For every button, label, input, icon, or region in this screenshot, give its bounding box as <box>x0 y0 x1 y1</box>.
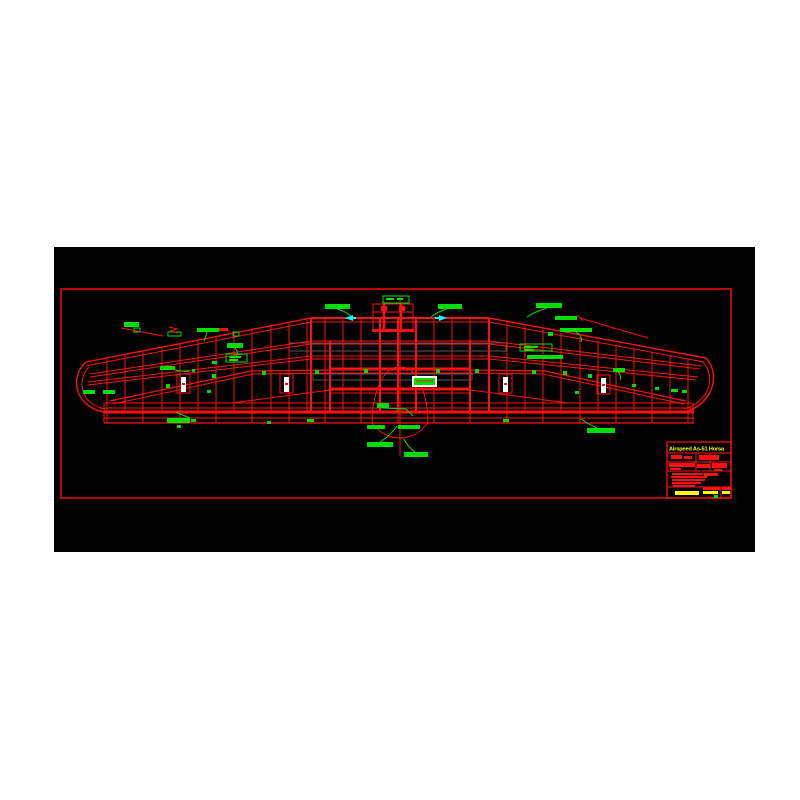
title-block-text: Airspeed As-51 Horsa <box>669 447 725 453</box>
wing-structure <box>75 296 715 456</box>
drawing-frame <box>60 288 732 499</box>
wing-plan-svg: Airspeed As-51 Horsa <box>60 288 732 499</box>
cad-drawing-canvas: Airspeed As-51 Horsa <box>54 247 755 552</box>
annotation-labels <box>83 295 687 457</box>
title-block <box>666 441 732 499</box>
